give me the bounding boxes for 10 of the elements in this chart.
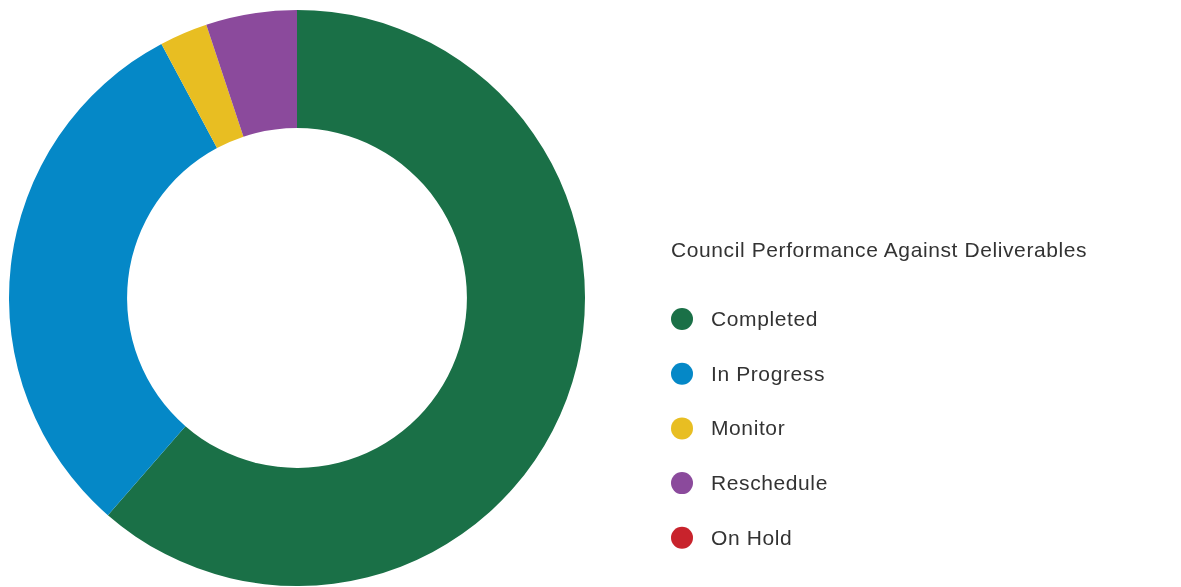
legend-label: Completed — [711, 307, 818, 330]
legend-label: On Hold — [711, 525, 793, 549]
legend-label: Reschedule — [711, 471, 828, 495]
donut-slice — [206, 10, 297, 137]
donut-slice — [161, 24, 244, 149]
legend-title: Council Performance Against Deliverables — [671, 238, 1088, 261]
legend-label: Monitor — [711, 416, 786, 440]
donut-slice — [9, 43, 218, 516]
legend-label: In Progress — [711, 361, 825, 385]
donut-slice — [107, 10, 585, 586]
